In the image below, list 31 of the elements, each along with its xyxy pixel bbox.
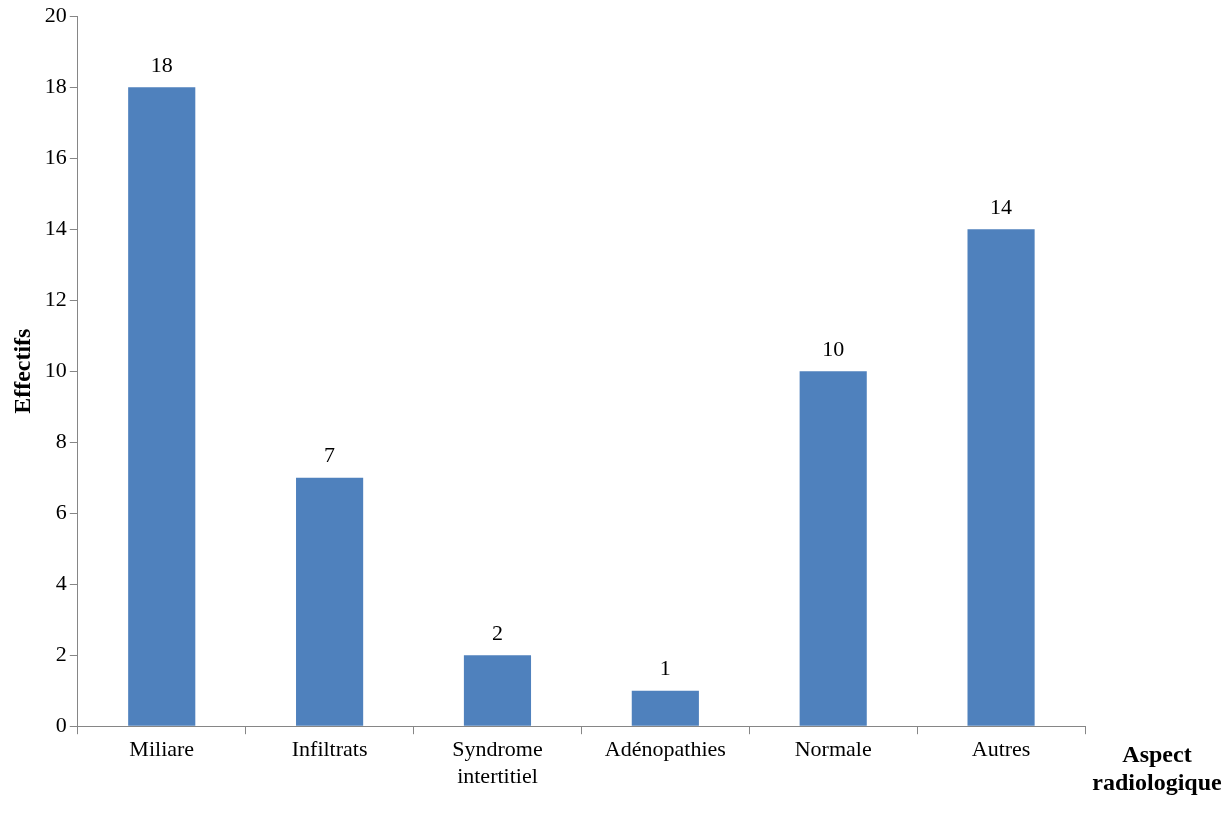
data-label: 18 [150,51,173,77]
data-label: 7 [324,442,336,468]
y-tick-label: 12 [44,285,67,311]
y-tick-label: 18 [44,72,67,98]
bar [799,371,867,726]
y-tick-label: 6 [55,498,67,524]
y-tick-label: 2 [55,640,67,666]
y-tick-label: 14 [44,214,67,240]
x-tick-label: Normale [794,736,872,762]
x-tick-label: Autres [971,736,1031,762]
data-label: 1 [659,655,671,681]
bar [631,690,699,726]
y-axis-title: Effectifs [8,328,35,414]
x-axis-title: Aspect radiologique [1092,741,1223,796]
x-tick-label: Infiltrats [291,736,368,762]
y-tick-label: 16 [44,143,67,169]
data-label: 10 [822,335,845,361]
bar [463,655,532,726]
x-tick-label: Adénopathies [604,736,726,762]
data-label: 14 [990,193,1013,219]
y-tick-label: 0 [55,711,67,737]
bar [296,477,364,726]
x-tick-label: Syndrome intertitiel [452,736,543,788]
y-tick-label: 10 [44,356,67,382]
bar [128,87,196,726]
y-tick-label: 20 [44,1,67,27]
data-label: 2 [491,619,503,645]
x-tick-label: Miliare [129,736,195,762]
y-tick-label: 8 [55,427,67,453]
y-tick-label: 4 [55,569,67,595]
bar [967,229,1035,726]
